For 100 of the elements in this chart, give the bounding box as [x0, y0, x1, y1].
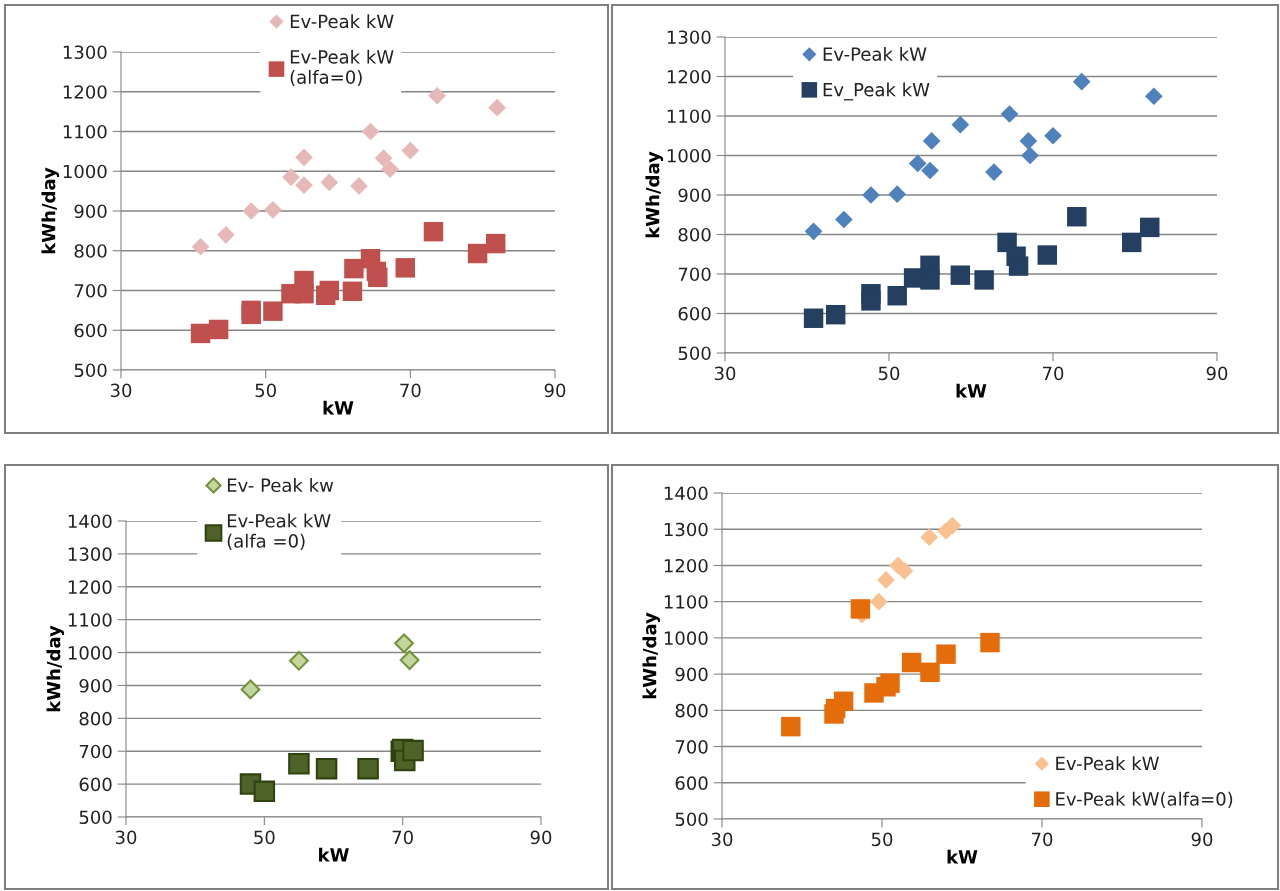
point	[804, 222, 823, 241]
x-tick-label: 50	[254, 830, 275, 845]
point	[1072, 72, 1091, 91]
point	[1019, 132, 1038, 150]
legend-label: Ev-Peak kW (alfa =0)	[227, 513, 331, 550]
point	[869, 592, 888, 611]
y-tick-label: 1000	[664, 631, 708, 646]
point	[399, 650, 420, 670]
point	[974, 270, 994, 290]
point	[877, 571, 895, 589]
y-axis-title: kWh/day	[642, 612, 661, 699]
y-tick-label: 800	[678, 227, 711, 242]
y-tick-label: 1200	[63, 85, 107, 99]
x-tick-label: 90	[1206, 366, 1228, 381]
point	[833, 691, 854, 711]
point	[401, 141, 420, 160]
point	[835, 210, 853, 229]
y-axis-title: kWh/day	[41, 167, 60, 254]
point	[315, 757, 338, 780]
point	[803, 308, 824, 328]
y-tick-label: 700	[74, 283, 107, 298]
x-tick-label: 70	[1031, 832, 1053, 847]
point	[242, 202, 261, 220]
x-tick-label: 30	[711, 832, 733, 847]
y-axis-title: kWh/day	[645, 151, 664, 238]
y-tick-label: 1000	[63, 164, 107, 179]
y-tick-label: 900	[678, 188, 711, 203]
point	[368, 267, 388, 288]
point	[191, 237, 210, 256]
x-tick-label: 30	[714, 366, 736, 381]
y-tick-label: 800	[675, 703, 708, 718]
x-tick-label: 90	[530, 830, 552, 845]
x-axis-title: kW	[323, 400, 354, 415]
y-tick-label: 1100	[667, 109, 711, 124]
x-axis-title: kW	[947, 849, 978, 864]
point	[488, 98, 506, 117]
point	[263, 301, 283, 321]
legend-label: Ev-Peak kW (alfa=0)	[290, 49, 394, 87]
point	[395, 258, 415, 278]
point	[850, 599, 871, 619]
point	[264, 200, 282, 219]
y-axis-title: kWh/day	[46, 625, 65, 712]
point	[888, 185, 907, 204]
y-tick-label: 500	[675, 812, 708, 827]
point	[394, 633, 414, 654]
point	[951, 115, 970, 134]
x-tick-label: 50	[255, 383, 276, 398]
point	[920, 270, 940, 290]
y-tick-label: 1300	[664, 522, 708, 537]
point	[428, 86, 446, 105]
legend-label: Ev- Peak kw	[227, 478, 334, 493]
point	[374, 149, 393, 167]
point	[357, 757, 379, 780]
y-tick-label: 1300	[667, 30, 711, 45]
point	[1145, 87, 1163, 106]
point	[190, 323, 211, 344]
point	[217, 226, 235, 244]
y-tick-label: 600	[678, 306, 711, 321]
point	[920, 662, 940, 683]
y-tick-label: 1000	[667, 148, 711, 163]
point	[922, 132, 941, 150]
point	[985, 163, 1003, 181]
legend-label: Ev-Peak kW	[823, 46, 927, 61]
point	[1122, 232, 1142, 253]
point	[920, 528, 939, 547]
x-tick-label: 70	[400, 383, 421, 398]
point	[342, 281, 363, 302]
y-tick-label: 1000	[68, 646, 112, 660]
y-tick-label: 1200	[667, 69, 711, 84]
point	[289, 650, 309, 671]
legend-label: Ev-Peak kW	[1056, 756, 1159, 771]
point	[295, 176, 313, 194]
y-tick-label: 500	[74, 363, 107, 378]
x-tick-label: 90	[544, 383, 566, 398]
y-tick-label: 700	[678, 267, 711, 282]
y-tick-label: 1100	[664, 595, 708, 609]
y-tick-label: 800	[79, 711, 112, 726]
legend-label: Ev_Peak kW	[823, 82, 930, 101]
point	[862, 186, 880, 204]
point	[1008, 256, 1029, 276]
point	[423, 221, 444, 242]
x-tick-label: 50	[878, 366, 900, 381]
point	[950, 265, 971, 285]
x-tick-label: 70	[392, 830, 413, 845]
point	[253, 780, 276, 803]
point	[319, 280, 340, 301]
legend-label: Ev-Peak kW(alfa=0)	[1056, 791, 1233, 808]
point	[402, 739, 424, 762]
y-tick-label: 1300	[68, 547, 112, 562]
y-tick-label: 600	[79, 777, 112, 792]
y-tick-label: 1100	[63, 124, 107, 139]
y-tick-label: 1100	[68, 613, 112, 627]
point	[901, 652, 922, 673]
point	[282, 168, 300, 187]
y-tick-label: 500	[79, 810, 112, 825]
x-tick-label: 30	[110, 383, 132, 398]
x-tick-label: 90	[1191, 832, 1213, 847]
point	[344, 258, 364, 279]
x-tick-label: 50	[871, 832, 893, 847]
legend-label: Ev-Peak kW	[290, 14, 394, 29]
